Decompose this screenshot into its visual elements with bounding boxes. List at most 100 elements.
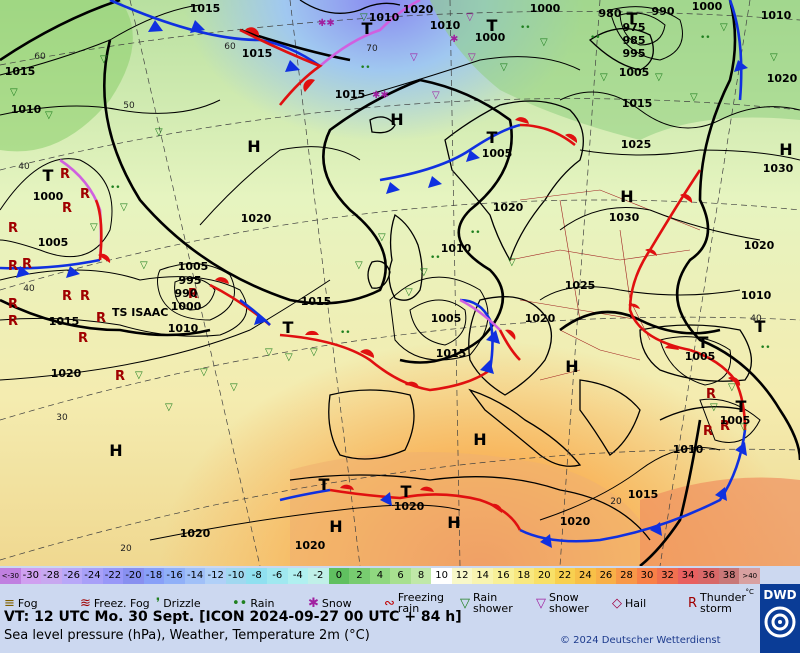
pressure-label: 975 — [623, 21, 646, 34]
pressure-label: 1010 — [430, 19, 461, 32]
pressure-label: 990 — [175, 287, 198, 300]
pressure-label: 1015 — [242, 47, 273, 60]
warm-front-north — [239, 28, 323, 106]
scale-cell: 28 — [616, 568, 637, 584]
svg-text:▽: ▽ — [720, 22, 728, 33]
svg-text:▽: ▽ — [600, 72, 608, 83]
svg-text:••: •• — [340, 328, 351, 338]
legend-label: Snow — [321, 596, 352, 610]
warm-front-biscay — [279, 333, 491, 392]
pressure-label: 1010 — [673, 443, 704, 456]
svg-text:▽: ▽ — [285, 352, 293, 363]
pressure-label: 1020 — [180, 527, 211, 540]
scale-cell: -18 — [143, 568, 165, 584]
svg-text:••: •• — [360, 63, 371, 73]
fog-icon: ≡ — [4, 595, 15, 611]
scale-cell: -14 — [184, 568, 206, 584]
rain-icon: •• — [232, 595, 248, 611]
pressure-label: 1020 — [394, 500, 425, 513]
pressure-label: 1000 — [171, 300, 202, 313]
svg-text:R: R — [703, 424, 713, 439]
isotherm-label: 40 — [23, 284, 35, 294]
scale-cell: -20 — [123, 568, 144, 584]
pressure-label: 1000 — [33, 190, 64, 203]
pressure-label: 1020 — [403, 3, 434, 16]
svg-text:▽: ▽ — [420, 267, 428, 278]
cold-front-atlantic — [0, 258, 101, 270]
svg-text:▽: ▽ — [165, 402, 173, 413]
dwd-swirl-icon — [764, 606, 796, 638]
svg-text:▽: ▽ — [740, 422, 748, 433]
pressure-label: 1020 — [51, 367, 82, 380]
high-pressure-centers: H H H H H H H H H — [109, 110, 792, 536]
svg-text:▽: ▽ — [155, 127, 163, 138]
high-marker: H — [620, 187, 633, 206]
low-marker: T — [627, 9, 638, 28]
svg-text:R: R — [22, 257, 32, 272]
scale-cell: 26 — [595, 568, 617, 584]
svg-text:▽: ▽ — [265, 347, 273, 358]
svg-text:✱: ✱ — [450, 34, 458, 45]
svg-text:▽: ▽ — [466, 12, 474, 23]
scale-cell: 22 — [554, 568, 576, 584]
low-marker: T — [755, 317, 766, 336]
snow-icon: ✱ — [308, 595, 319, 611]
svg-text:R: R — [188, 287, 198, 302]
cold-front-ne — [728, 0, 743, 101]
isotherm-label: 60 — [224, 42, 236, 52]
freezing-fog-icon: ≋ — [80, 595, 91, 611]
legend-label: Freezing rain — [397, 591, 445, 615]
high-marker: H — [565, 357, 578, 376]
svg-text:••: •• — [470, 228, 481, 238]
scale-cell: -8 — [246, 568, 268, 584]
legend-label: Rain — [250, 596, 275, 610]
svg-text:R: R — [706, 387, 716, 402]
scale-cell: -12 — [205, 568, 226, 584]
svg-text:▽: ▽ — [310, 347, 318, 358]
svg-text:▽: ▽ — [45, 110, 53, 121]
scale-cell: 18 — [513, 568, 535, 584]
pressure-label: 1000 — [692, 0, 723, 13]
svg-text:▽: ▽ — [90, 222, 98, 233]
pressure-label: 1020 — [295, 539, 326, 552]
high-marker: H — [390, 110, 403, 129]
svg-text:▽: ▽ — [410, 52, 418, 63]
low-marker: T — [487, 128, 498, 147]
legend-label: Drizzle — [163, 596, 201, 610]
pressure-label: 1025 — [565, 279, 596, 292]
low-marker: T — [736, 397, 747, 416]
scale-cell: 20 — [534, 568, 555, 584]
svg-text:▽: ▽ — [655, 72, 663, 83]
svg-text:••: •• — [590, 33, 601, 43]
high-marker: H — [473, 430, 486, 449]
scale-cell: 16 — [492, 568, 514, 584]
svg-text:▽: ▽ — [770, 52, 778, 63]
low-marker: T — [283, 318, 294, 337]
svg-text:▽: ▽ — [100, 54, 108, 65]
pressure-label: 1015 — [190, 2, 221, 15]
pressure-label: 1030 — [763, 162, 794, 175]
pressure-label: 1020 — [744, 239, 775, 252]
svg-text:▽: ▽ — [230, 382, 238, 393]
svg-text:▽: ▽ — [10, 87, 18, 98]
pressure-label: 1005 — [482, 147, 513, 160]
scale-cell: -10 — [225, 568, 247, 584]
legend-item: ❜ Drizzle — [156, 590, 228, 616]
copyright: © 2024 Deutscher Wetterdienst — [560, 635, 721, 646]
svg-text:••: •• — [430, 253, 441, 263]
pressure-label: 1010 — [741, 289, 772, 302]
svg-text:▽: ▽ — [135, 370, 143, 381]
pressure-label: 1010 — [761, 9, 792, 22]
occlusion-north — [319, 0, 421, 67]
scale-cell: -28 — [41, 568, 62, 584]
svg-text:▽: ▽ — [378, 232, 386, 243]
scale-cell: 6 — [390, 568, 411, 584]
cold-front-scandi — [379, 123, 521, 182]
scale-cell: 32 — [657, 568, 678, 584]
legend-item: ◇ Hail — [612, 590, 684, 616]
warm-front-isaac — [94, 199, 103, 261]
svg-text:▽: ▽ — [710, 402, 718, 413]
svg-text:▽: ▽ — [690, 92, 698, 103]
isotherm-label: 60 — [34, 52, 46, 62]
snow-shower-icon: ▽ — [536, 595, 546, 611]
